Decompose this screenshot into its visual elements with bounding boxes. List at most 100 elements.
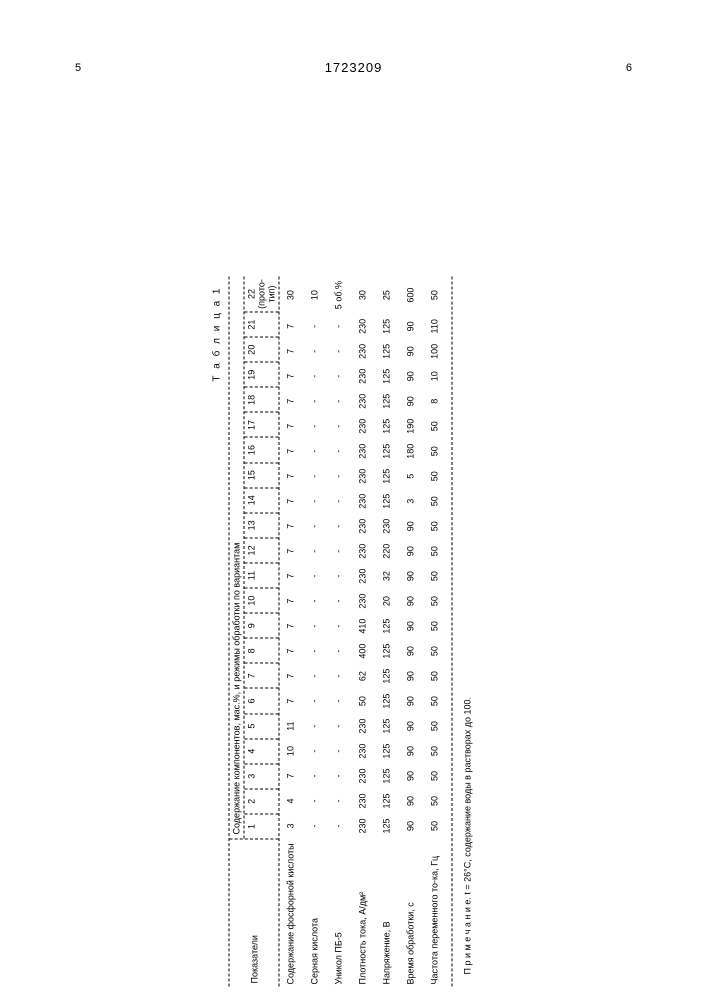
cell: 180 <box>404 439 418 464</box>
row-label: Серная кислота <box>308 839 323 987</box>
cell: 8 <box>428 389 442 414</box>
cell: - <box>332 464 346 489</box>
col-header: 1 <box>245 813 279 838</box>
row-label: Плотность тока, А/дм² <box>356 839 371 987</box>
table-row: Серная кислота---------------------10 <box>308 277 332 987</box>
cell: 90 <box>404 564 418 589</box>
row-label: Содержание фосфорной кислоты <box>284 839 299 987</box>
cell: 125 <box>380 464 394 489</box>
cell: - <box>332 689 346 714</box>
cell: - <box>332 389 346 414</box>
cell: 220 <box>380 539 394 564</box>
cell: 125 <box>380 664 394 689</box>
cell: 400 <box>356 639 370 664</box>
cell: 230 <box>356 539 370 564</box>
cell: 90 <box>404 589 418 614</box>
cell: 230 <box>356 464 370 489</box>
col-header: 21 <box>245 312 279 337</box>
cell: 90 <box>404 539 418 564</box>
cell: 3 <box>284 814 298 839</box>
cell: - <box>332 814 346 839</box>
cell: 125 <box>380 389 394 414</box>
cell: 230 <box>356 589 370 614</box>
cell: 11 <box>284 714 298 739</box>
cell: - <box>332 364 346 389</box>
cell: - <box>332 639 346 664</box>
cell: 90 <box>404 664 418 689</box>
cell: - <box>308 414 322 439</box>
cell: 90 <box>404 739 418 764</box>
table-row: Частота переменного то-ка, Гц50505050505… <box>428 277 452 987</box>
cell: - <box>308 764 322 789</box>
cell: - <box>308 339 322 364</box>
cell: 30 <box>284 276 298 313</box>
cell: - <box>332 539 346 564</box>
span-header: Содержание компонентов, мас.%, и режимы … <box>230 277 245 839</box>
cell: 10 <box>308 276 322 313</box>
cell: - <box>308 314 322 339</box>
cell: 230 <box>356 789 370 814</box>
table-caption: Т а б л и ц а 1 <box>212 277 223 987</box>
row-values: 1251251251251251251251251252032220230125… <box>380 277 394 839</box>
cell: 230 <box>356 439 370 464</box>
cell: - <box>308 714 322 739</box>
cell: 125 <box>380 314 394 339</box>
cell: 90 <box>404 814 418 839</box>
cell: - <box>308 364 322 389</box>
cell: 90 <box>404 389 418 414</box>
cell: 90 <box>404 364 418 389</box>
col-header: 19 <box>245 362 279 387</box>
cell: 125 <box>380 689 394 714</box>
cell: 5 об.% <box>332 276 346 313</box>
cell: 50 <box>428 464 442 489</box>
cell: 20 <box>380 589 394 614</box>
cell: - <box>332 764 346 789</box>
cell: 90 <box>404 614 418 639</box>
cell: 5 <box>404 464 418 489</box>
row-values: ---------------------5 об.% <box>332 277 346 839</box>
cell: 50 <box>428 589 442 614</box>
cell: 50 <box>428 714 442 739</box>
cell: 7 <box>284 389 298 414</box>
col-header: 17 <box>245 412 279 437</box>
cell: - <box>308 464 322 489</box>
cell: 10 <box>284 739 298 764</box>
cell: - <box>332 664 346 689</box>
cell: 230 <box>356 414 370 439</box>
cell: - <box>332 514 346 539</box>
cell: - <box>308 739 322 764</box>
cell: 50 <box>428 276 442 313</box>
cell: 125 <box>380 614 394 639</box>
cell: 125 <box>380 339 394 364</box>
col-header: 18 <box>245 387 279 412</box>
cell: 7 <box>284 689 298 714</box>
cell: - <box>332 489 346 514</box>
row-values: 3471011777777777777777730 <box>284 277 298 839</box>
cell: 50 <box>428 764 442 789</box>
cell: 125 <box>380 714 394 739</box>
row-values: 9090909090909090909090909035180190909090… <box>404 277 418 839</box>
cell: - <box>332 589 346 614</box>
col-header: 22 (прото-тип) <box>245 276 279 311</box>
cell: 90 <box>404 339 418 364</box>
row-values: 2302302302302305062400410230230230230230… <box>356 277 370 839</box>
cell: - <box>332 439 346 464</box>
row-label: Напряжение, В <box>380 839 395 987</box>
cell: 600 <box>404 276 418 313</box>
cell: 7 <box>284 614 298 639</box>
cell: 125 <box>380 639 394 664</box>
cell: 110 <box>428 314 442 339</box>
cell: - <box>332 564 346 589</box>
col-header: 4 <box>245 738 279 763</box>
cell: - <box>308 814 322 839</box>
cell: 3 <box>404 489 418 514</box>
cell: - <box>308 789 322 814</box>
cell: 230 <box>356 489 370 514</box>
main-table: Т а б л и ц а 1 Показатели Содержание ко… <box>212 277 475 987</box>
cell: - <box>308 664 322 689</box>
cell: 230 <box>356 514 370 539</box>
table-row: Плотность тока, А/дм²2302302302302305062… <box>356 277 380 987</box>
col-header: 16 <box>245 437 279 462</box>
cell: 125 <box>380 789 394 814</box>
col-header: 14 <box>245 487 279 512</box>
